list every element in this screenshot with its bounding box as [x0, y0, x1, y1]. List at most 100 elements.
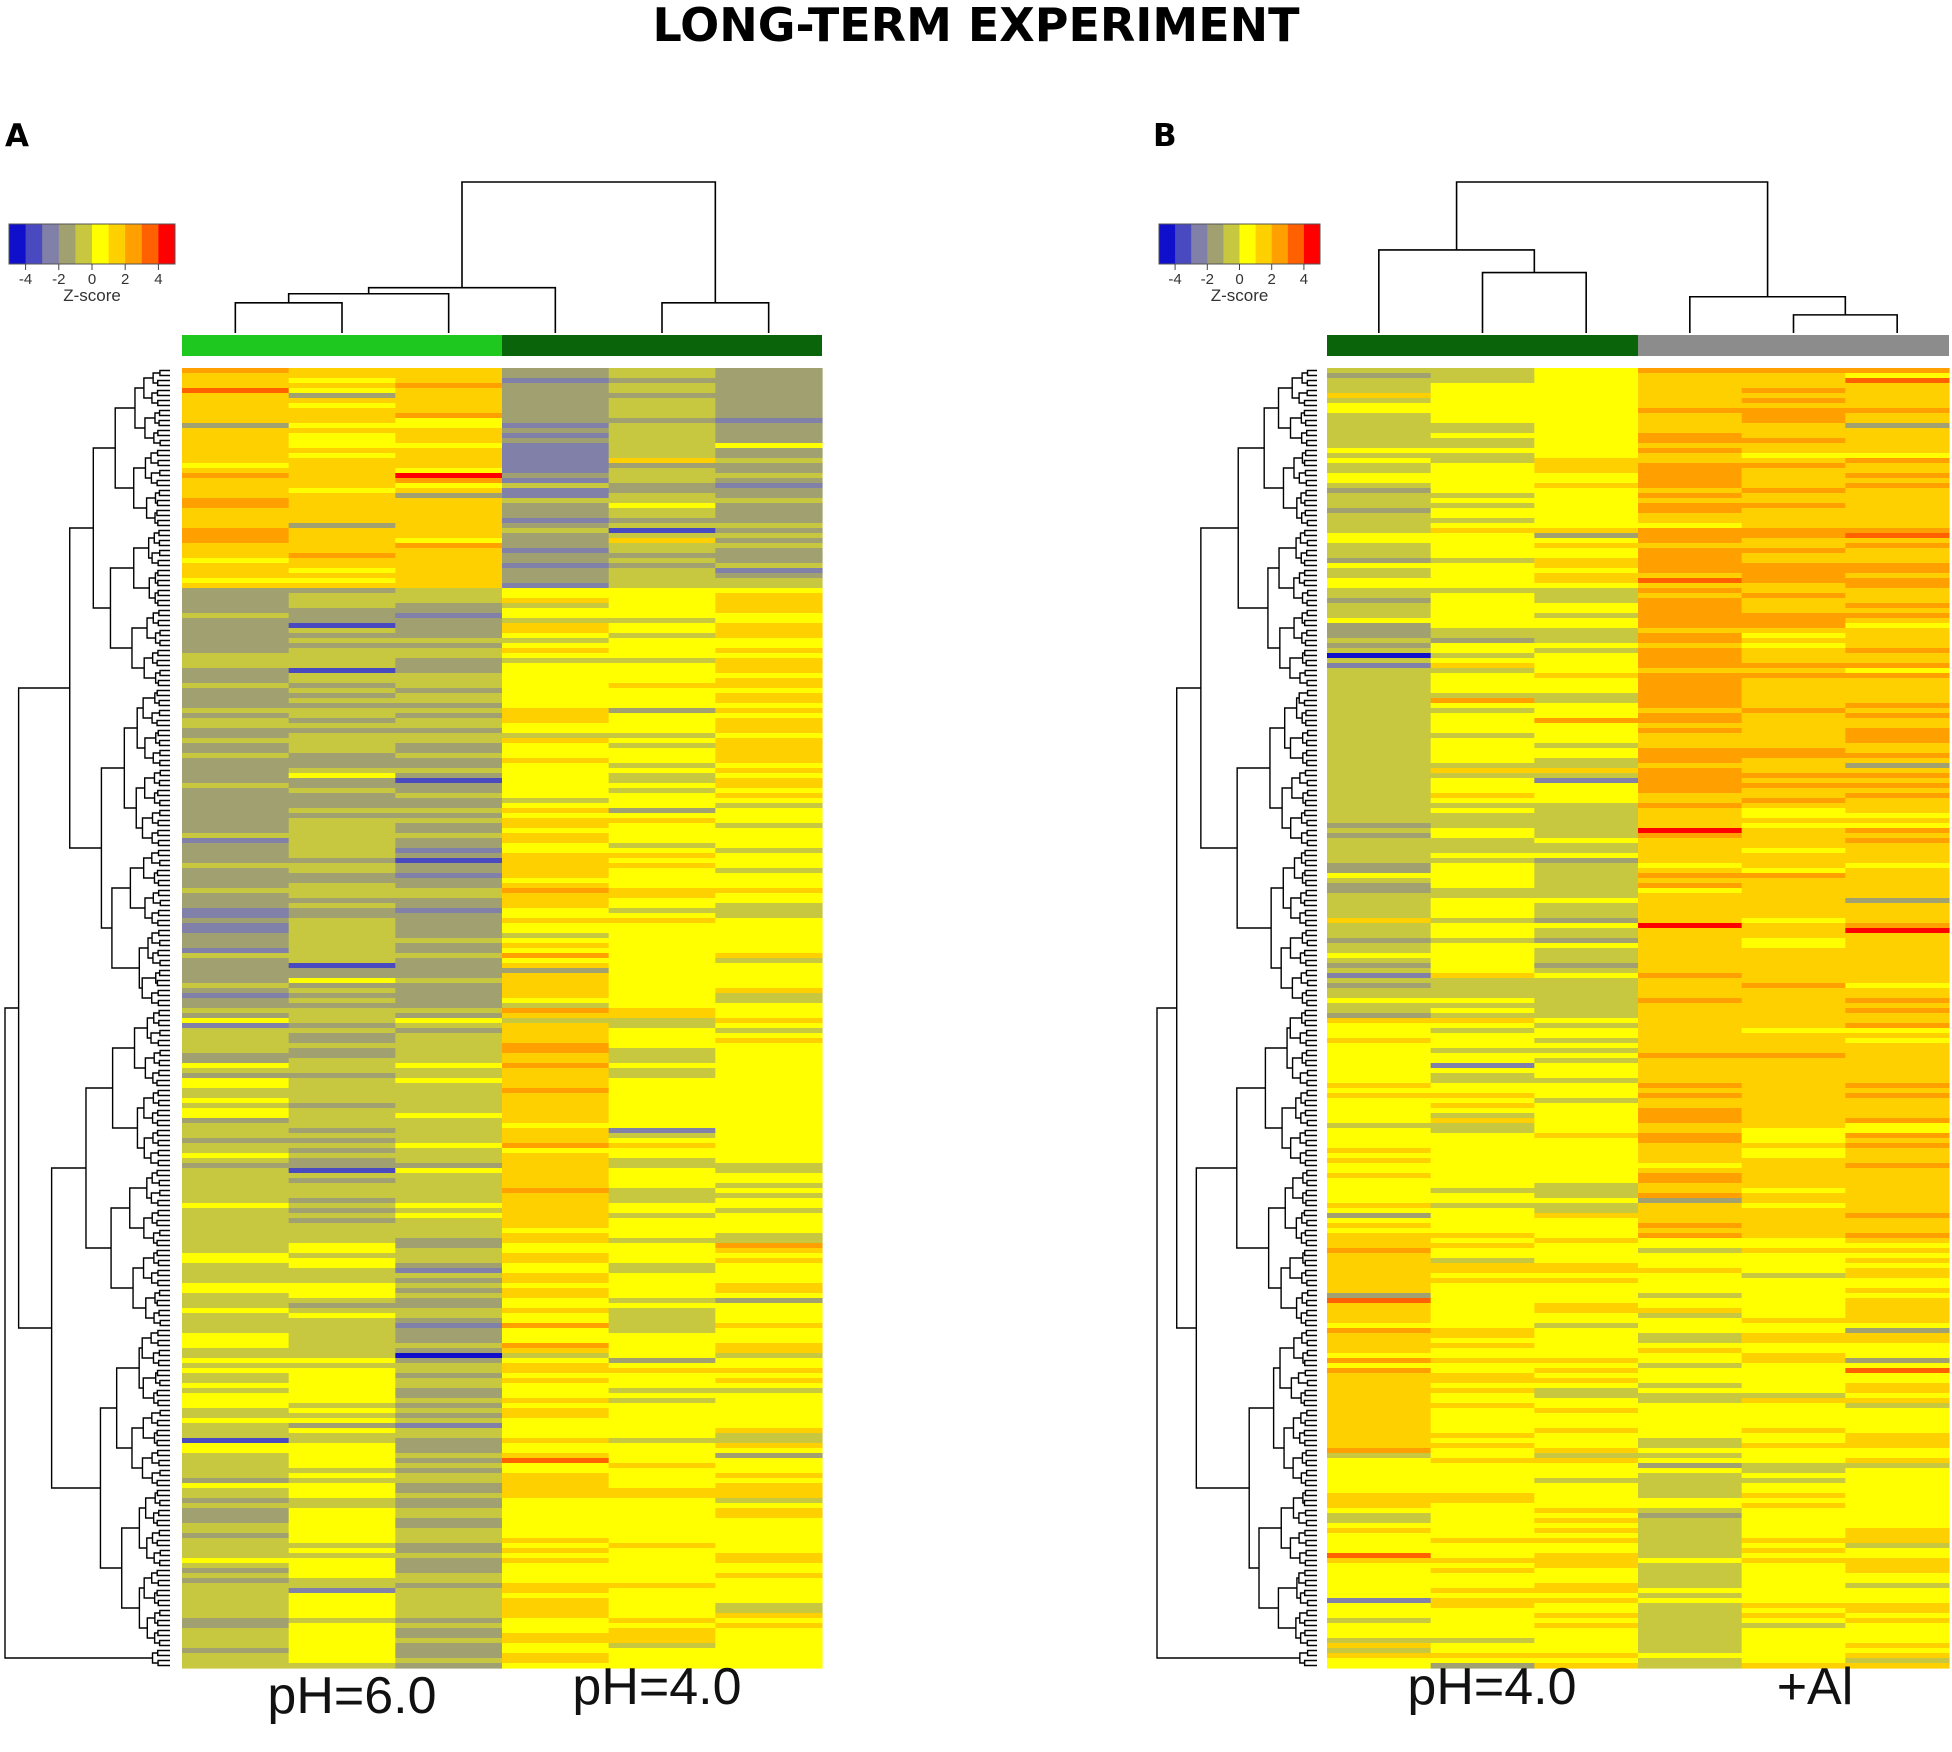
heatmap-cell — [395, 1603, 503, 1609]
heatmap-cell — [1741, 813, 1846, 819]
heatmap-cell — [715, 1353, 823, 1359]
heatmap-cell — [715, 1413, 823, 1419]
heatmap-cell — [1845, 618, 1950, 624]
heatmap-cell — [182, 783, 290, 789]
heatmap-cell — [715, 1088, 823, 1094]
heatmap-cell — [608, 1043, 716, 1049]
heatmap-cell — [1845, 1523, 1950, 1529]
dendrogram-branch — [157, 729, 170, 737]
dendrogram-branch — [1299, 772, 1308, 784]
heatmap-cell — [1430, 1398, 1535, 1404]
heatmap-cell — [1534, 673, 1639, 679]
heatmap-cell — [395, 1448, 503, 1454]
heatmap-cell — [608, 973, 716, 979]
heatmap-cell — [502, 778, 610, 784]
heatmap-cell — [502, 613, 610, 619]
dendrogram-branch — [1306, 379, 1317, 387]
heatmap-cell — [1430, 1218, 1535, 1224]
heatmap-cell — [1534, 878, 1639, 884]
heatmap-cell — [395, 1563, 503, 1569]
heatmap-cell — [1327, 1133, 1432, 1139]
heatmap-cell — [502, 1378, 610, 1384]
heatmap-cell — [608, 1003, 716, 1009]
heatmap-cell — [1327, 1078, 1432, 1084]
heatmap-cell — [608, 1413, 716, 1419]
heatmap-cell — [1638, 933, 1743, 939]
heatmap-cell — [608, 1663, 716, 1669]
dendrogram-branch — [144, 737, 156, 759]
heatmap-cell — [1638, 1123, 1743, 1129]
heatmap-cell — [1845, 693, 1950, 699]
heatmap-cell — [1534, 998, 1639, 1004]
heatmap-cell — [1741, 538, 1846, 544]
heatmap-cell — [715, 1438, 823, 1444]
dendrogram-branch — [1306, 1609, 1317, 1617]
heatmap-cell — [502, 1253, 610, 1259]
heatmap-cell — [1845, 478, 1950, 484]
heatmap-cell — [715, 1033, 823, 1039]
heatmap-cell — [715, 508, 823, 514]
heatmap-cell — [1741, 983, 1846, 989]
group-bar-1 — [502, 335, 822, 356]
heatmap-cell — [1741, 953, 1846, 959]
heatmap-cell — [1430, 1293, 1535, 1299]
heatmap-cell — [182, 548, 290, 554]
heatmap-cell — [1741, 1178, 1846, 1184]
dendrogram-branch — [159, 1559, 170, 1567]
heatmap-cell — [395, 898, 503, 904]
heatmap-cell — [1741, 868, 1846, 874]
heatmap-cell — [1534, 1108, 1639, 1114]
heatmap-cell — [1430, 1233, 1535, 1239]
heatmap-cell — [715, 663, 823, 669]
heatmap-cell — [1638, 503, 1743, 509]
dendrogram-branch — [1303, 1209, 1317, 1217]
heatmap-cell — [1534, 473, 1639, 479]
heatmap-cell — [182, 488, 290, 494]
heatmap-cell — [715, 1228, 823, 1234]
heatmap-cell — [1741, 453, 1846, 459]
heatmap-cell — [1741, 1653, 1846, 1659]
heatmap-cell — [182, 1293, 290, 1299]
heatmap-cell — [1845, 1568, 1950, 1574]
heatmap-cell — [1534, 1123, 1639, 1129]
heatmap-cell — [1534, 1458, 1639, 1464]
heatmap-cell — [182, 1393, 290, 1399]
heatmap-cell — [608, 758, 716, 764]
heatmap-cell — [288, 1573, 396, 1579]
heatmap-cell — [182, 1453, 290, 1459]
heatmap-cell — [502, 1508, 610, 1514]
heatmap-cell — [715, 1338, 823, 1344]
heatmap-cell — [395, 388, 503, 394]
heatmap-cell — [502, 918, 610, 924]
heatmap-cell — [288, 933, 396, 939]
heatmap-cell — [395, 608, 503, 614]
dendrogram-branch — [1305, 719, 1317, 727]
heatmap-cell — [1638, 753, 1743, 759]
heatmap-cell — [1638, 1558, 1743, 1564]
heatmap-cell — [1741, 878, 1846, 884]
heatmap-cell — [502, 1648, 610, 1654]
dendrogram-branch — [1297, 1372, 1308, 1384]
heatmap-cell — [715, 803, 823, 809]
heatmap-cell — [502, 1493, 610, 1499]
dendrogram-branch — [1304, 1559, 1317, 1567]
heatmap-cell — [1845, 538, 1950, 544]
dendrogram-branch — [1290, 1377, 1302, 1399]
dendrogram-branch — [143, 777, 155, 799]
heatmap-cell — [1430, 1098, 1535, 1104]
heatmap-cell — [288, 963, 396, 969]
heatmap-cell — [1327, 513, 1432, 519]
heatmap-cell — [1741, 613, 1846, 619]
dendrogram-branch — [156, 499, 170, 507]
heatmap-cell — [1430, 788, 1535, 794]
panel-label-a: A — [5, 118, 29, 154]
heatmap-cell — [502, 1593, 610, 1599]
heatmap-cell — [182, 1303, 290, 1309]
heatmap-cell — [1741, 1228, 1846, 1234]
heatmap-cell — [1327, 913, 1432, 919]
heatmap-cell — [395, 1613, 503, 1619]
heatmap-cell — [1430, 1418, 1535, 1424]
color-key-tick-label: 2 — [121, 271, 129, 288]
heatmap-cell — [608, 1248, 716, 1254]
heatmap-cell — [715, 498, 823, 504]
